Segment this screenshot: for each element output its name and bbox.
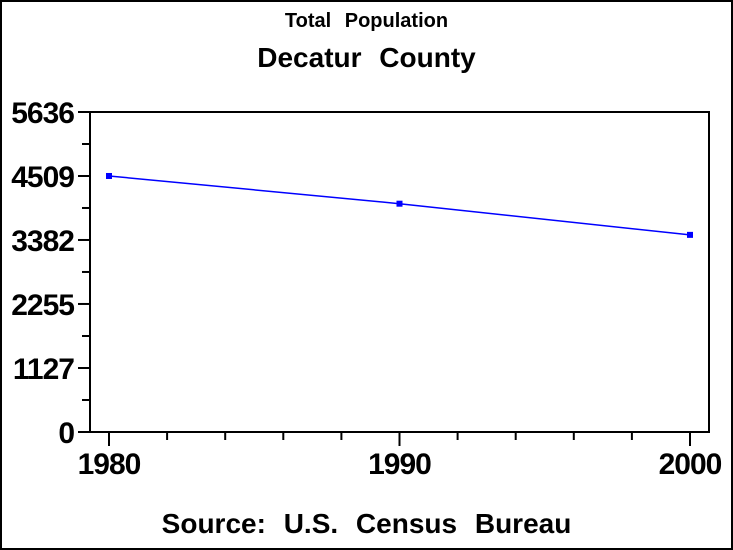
- plot-frame: [89, 111, 710, 433]
- y-axis-tick-label: 1127: [13, 353, 74, 386]
- y-axis-tick-label: 0: [58, 417, 74, 450]
- data-point-marker: [396, 200, 403, 207]
- x-axis-tick-label: 1980: [78, 448, 141, 481]
- data-point-marker: [687, 231, 693, 238]
- y-axis-tick-label: 4509: [11, 161, 74, 194]
- data-point-marker: [106, 172, 112, 179]
- y-axis-tick-label: 5636: [11, 97, 74, 130]
- x-axis-tick-label: 2000: [659, 448, 722, 481]
- source-caption: Source: U.S. Census Bureau: [161, 508, 572, 539]
- chart-title: Total Population: [284, 10, 449, 32]
- x-axis-tick-label: 1990: [368, 448, 431, 481]
- y-axis-tick-label: 3382: [11, 225, 74, 258]
- y-axis-tick-label: 2255: [11, 289, 74, 322]
- chart-subtitle: Decatur County: [257, 42, 476, 73]
